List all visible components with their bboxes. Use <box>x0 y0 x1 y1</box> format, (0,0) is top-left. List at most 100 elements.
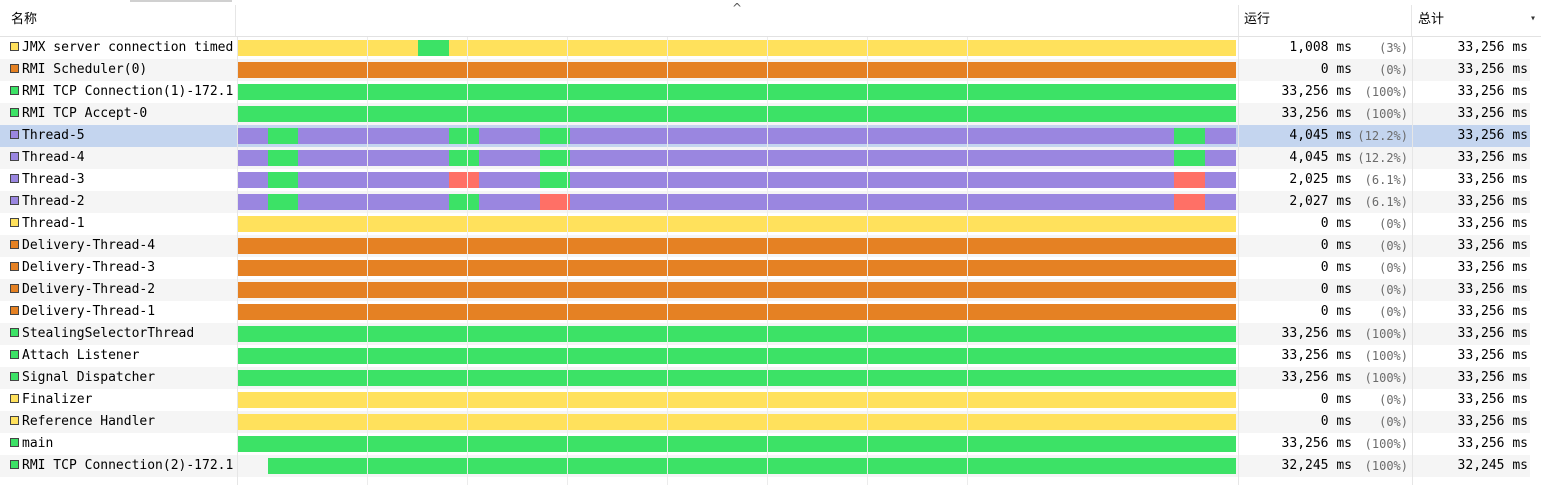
thread-name: Delivery-Thread-4 <box>22 238 156 253</box>
thread-row[interactable]: Delivery-Thread-3 0 ms (0%) 33,256 ms <box>0 257 1530 279</box>
thread-state-swatch <box>10 64 19 73</box>
thread-state-swatch <box>10 284 19 293</box>
column-menu-icon[interactable]: ▾ <box>1530 13 1537 24</box>
thread-row[interactable]: Thread-1 0 ms (0%) 33,256 ms <box>0 213 1530 235</box>
thread-timeline-bar <box>238 304 1236 320</box>
run-time-cell: 4,045 ms (12.2%) <box>1239 125 1412 147</box>
run-time-cell: 33,256 ms (100%) <box>1239 103 1412 125</box>
column-header-timeline[interactable]: ^ <box>237 1 1239 36</box>
total-time-value: 32,245 ms <box>1457 458 1528 473</box>
run-time-value: 0 ms <box>1320 260 1352 275</box>
thread-timeline-bar <box>238 348 1236 364</box>
sort-ascending-icon: ^ <box>732 1 743 15</box>
thread-name-cell: RMI TCP Connection(1)-172.1 <box>0 81 237 103</box>
thread-timeline-bar <box>238 216 1236 232</box>
timeline-segment <box>1205 128 1236 144</box>
thread-row[interactable]: Reference Handler 0 ms (0%) 33,256 ms <box>0 411 1530 433</box>
run-time-cell: 0 ms (0%) <box>1239 411 1412 433</box>
run-time-cell: 0 ms (0%) <box>1239 213 1412 235</box>
timeline-segment <box>298 172 449 188</box>
run-time-cell: 0 ms (0%) <box>1239 279 1412 301</box>
timeline-segment <box>1174 150 1205 166</box>
total-time-value: 33,256 ms <box>1457 150 1528 165</box>
thread-state-swatch <box>10 306 19 315</box>
run-time-value: 32,245 ms <box>1281 458 1352 473</box>
run-time-cell: 2,027 ms (6.1%) <box>1239 191 1412 213</box>
timeline-segment <box>298 128 449 144</box>
thread-name-cell: Thread-5 <box>0 125 237 147</box>
timeline-segment <box>268 128 298 144</box>
thread-state-swatch <box>10 130 19 139</box>
column-header-total[interactable]: 总计 <box>1418 12 1445 27</box>
column-header-run[interactable]: 运行 <box>1239 5 1412 36</box>
column-header-name[interactable]: 名称 <box>0 5 236 36</box>
timeline-segment <box>418 40 449 56</box>
thread-state-swatch <box>10 196 19 205</box>
thread-row[interactable]: Signal Dispatcher 33,256 ms (100%) 33,256 m… <box>0 367 1530 389</box>
thread-name: Attach Listener <box>22 348 140 363</box>
run-time-value: 0 ms <box>1320 414 1352 429</box>
run-percent: (100%) <box>1364 459 1408 473</box>
thread-row[interactable]: RMI Scheduler(0) 0 ms (0%) 33,256 ms <box>0 59 1530 81</box>
thread-row[interactable]: Delivery-Thread-2 0 ms (0%) 33,256 ms <box>0 279 1530 301</box>
run-time-value: 0 ms <box>1320 62 1352 77</box>
thread-row[interactable]: Thread-4 4,045 ms (12.2%) 33,256 ms <box>0 147 1530 169</box>
thread-row[interactable]: Thread-5 4,045 ms (12.2%) 33,256 ms <box>0 125 1530 147</box>
thread-name-cell: RMI TCP Accept-0 <box>0 103 237 125</box>
thread-timeline-bar <box>238 370 1236 386</box>
run-time-value: 2,027 ms <box>1289 194 1352 209</box>
timeline-segment <box>238 194 268 210</box>
thread-row[interactable]: Delivery-Thread-4 0 ms (0%) 33,256 ms <box>0 235 1530 257</box>
table-header: 名称 ^ 运行 总计 ▾ <box>0 1 1541 37</box>
timeline-segment <box>238 304 1236 320</box>
timeline-segment <box>238 436 1236 452</box>
run-percent: (100%) <box>1364 437 1408 451</box>
thread-row[interactable]: main 33,256 ms (100%) 33,256 ms <box>0 433 1530 455</box>
run-time-cell: 33,256 ms (100%) <box>1239 367 1412 389</box>
timeline-segment <box>570 128 1174 144</box>
thread-row[interactable]: StealingSelectorThread 33,256 ms (100%) 33,… <box>0 323 1530 345</box>
run-time-value: 1,008 ms <box>1289 40 1352 55</box>
thread-row[interactable]: Thread-2 2,027 ms (6.1%) 33,256 ms <box>0 191 1530 213</box>
total-time-value: 33,256 ms <box>1457 128 1528 143</box>
thread-timeline-bar <box>238 128 1236 144</box>
timeline-segment <box>540 194 570 210</box>
thread-state-swatch <box>10 152 19 161</box>
thread-row[interactable]: Finalizer 0 ms (0%) 33,256 ms <box>0 389 1530 411</box>
thread-row[interactable]: RMI TCP Connection(1)-172.1 33,256 ms (100… <box>0 81 1530 103</box>
run-time-value: 0 ms <box>1320 216 1352 231</box>
run-time-value: 0 ms <box>1320 282 1352 297</box>
run-percent: (100%) <box>1364 107 1408 121</box>
thread-name-cell: Delivery-Thread-1 <box>0 301 237 323</box>
run-time-value: 33,256 ms <box>1281 106 1352 121</box>
run-percent: (100%) <box>1364 85 1408 99</box>
total-time-value: 33,256 ms <box>1457 238 1528 253</box>
timeline-segment <box>238 84 1236 100</box>
thread-row[interactable]: RMI TCP Connection(2)-172.1 32,245 ms (100… <box>0 455 1530 477</box>
thread-row[interactable]: Delivery-Thread-1 0 ms (0%) 33,256 ms <box>0 301 1530 323</box>
thread-timeline-bar <box>238 458 1236 474</box>
timeline-segment <box>540 128 570 144</box>
run-percent: (0%) <box>1379 415 1408 429</box>
thread-table-body: JMX server connection timed 1,008 ms (3%) 3… <box>0 37 1541 477</box>
run-time-cell: 4,045 ms (12.2%) <box>1239 147 1412 169</box>
timeline-segment <box>570 172 1174 188</box>
thread-timeline-bar <box>238 150 1236 166</box>
thread-name: Signal Dispatcher <box>22 370 156 385</box>
run-percent: (0%) <box>1379 217 1408 231</box>
run-percent: (0%) <box>1379 239 1408 253</box>
run-percent: (0%) <box>1379 283 1408 297</box>
thread-name: Thread-4 <box>22 150 85 165</box>
timeline-segment <box>1174 194 1205 210</box>
timeline-segment <box>449 194 479 210</box>
run-percent: (12.2%) <box>1357 129 1408 143</box>
thread-row[interactable]: Attach Listener 33,256 ms (100%) 33,256 ms <box>0 345 1530 367</box>
thread-name: RMI TCP Connection(2)-172.1 <box>22 458 234 473</box>
thread-row[interactable]: JMX server connection timed 1,008 ms (3%) 3… <box>0 37 1530 59</box>
thread-state-swatch <box>10 174 19 183</box>
thread-row[interactable]: RMI TCP Accept-0 33,256 ms (100%) 33,256 ms <box>0 103 1530 125</box>
run-time-value: 2,025 ms <box>1289 172 1352 187</box>
run-percent: (0%) <box>1379 393 1408 407</box>
thread-row[interactable]: Thread-3 2,025 ms (6.1%) 33,256 ms <box>0 169 1530 191</box>
thread-state-swatch <box>10 86 19 95</box>
